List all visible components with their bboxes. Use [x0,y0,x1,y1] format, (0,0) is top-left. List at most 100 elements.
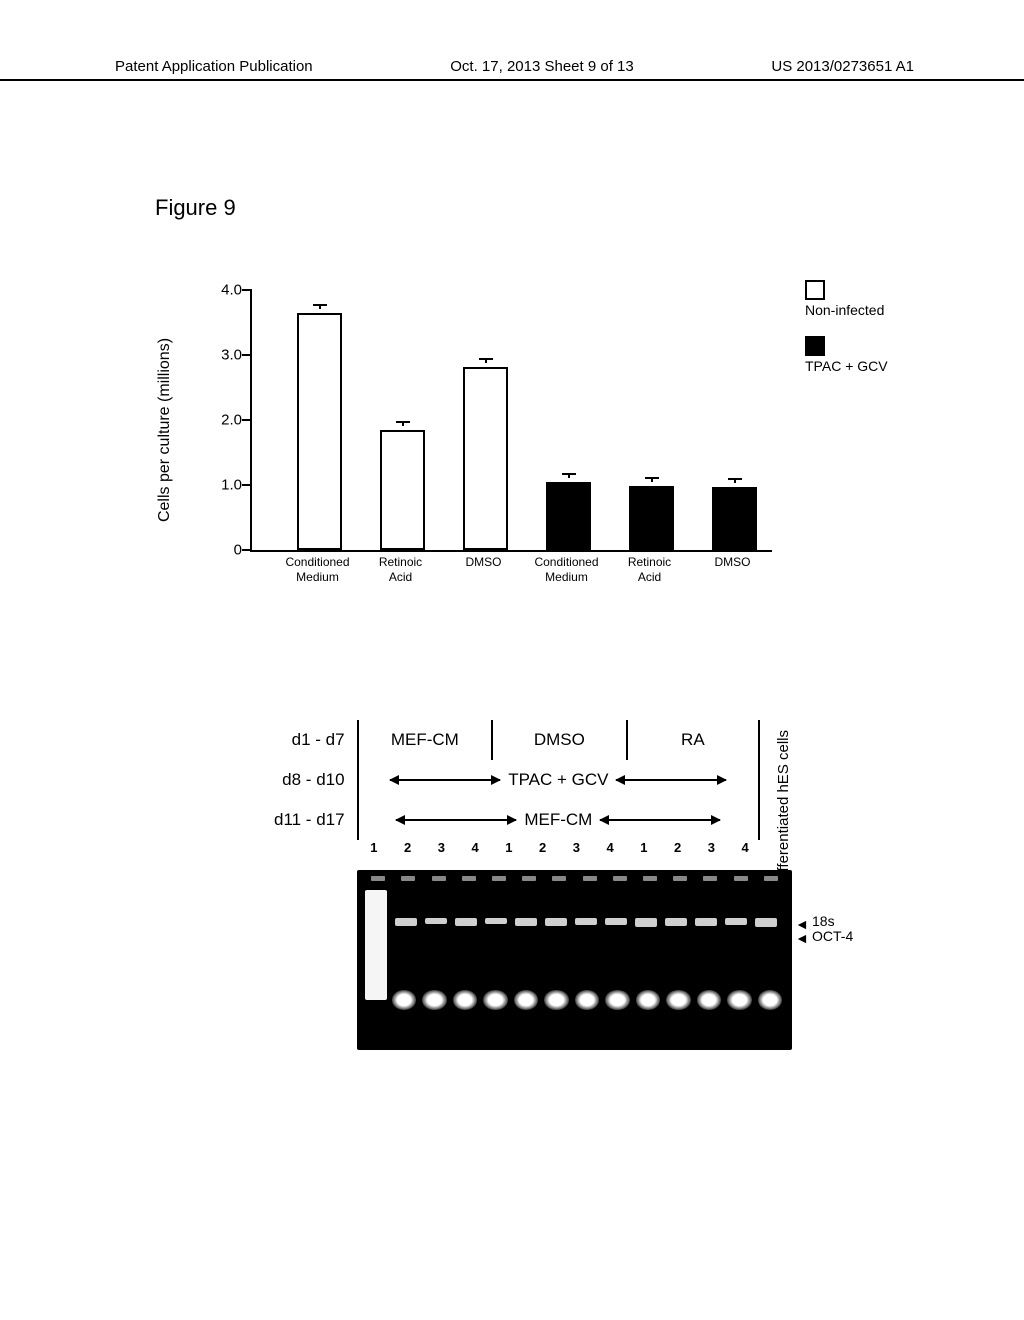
gel-band [485,918,507,924]
gel-band [395,918,417,926]
gel-band [725,918,747,925]
lane-number: 1 [357,840,391,864]
gel-well [552,876,566,881]
page-header: Patent Application Publication Oct. 17, … [0,58,1024,81]
legend-item-noninfected: Non-infected [805,280,888,318]
gel-blob [636,990,660,1010]
gel-blob [697,990,721,1010]
gel-blob [392,990,416,1010]
legend-label: Non-infected [805,302,884,318]
arrow-text: TPAC + GCV [508,770,608,790]
y-tick [242,484,252,486]
schedule-row-1: d1 - d7 MEF-CM DMSO RA [230,720,790,760]
y-tick [242,549,252,551]
y-tick [242,419,252,421]
cell-dmso: DMSO [491,720,626,760]
gel-band [635,918,657,927]
y-tick [242,289,252,291]
gel-well [583,876,597,881]
bar [297,313,342,550]
gel-well [401,876,415,881]
plot-area: 01.02.03.04.0 [250,290,772,552]
double-arrow-icon [390,779,500,781]
legend-label: TPAC + GCV [805,358,888,374]
gel-blob [483,990,507,1010]
error-bar [313,304,327,313]
legend-swatch-filled [805,336,825,356]
gel-image [357,870,792,1050]
gel-well [613,876,627,881]
gel-well [492,876,506,881]
error-bar [479,358,493,367]
y-axis-label: Cells per culture (millions) [156,338,174,522]
x-axis-label: ConditionedMedium [527,555,607,585]
x-axis-label: RetinoicAcid [610,555,690,585]
error-bar [728,478,742,487]
gel-well [522,876,536,881]
gel-band [515,918,537,926]
bar [712,487,757,550]
gel-blob [666,990,690,1010]
gel-band [665,918,687,926]
lane-number: 2 [526,840,560,864]
gel-ladder [365,890,387,1000]
gel-label-oct4: OCT-4 [812,928,853,944]
bar [380,430,425,550]
gel-wells [357,876,792,886]
x-axis-label: ConditionedMedium [278,555,358,585]
double-arrow-icon [396,819,516,821]
gel-well [764,876,778,881]
bar-chart: Cells per culture (millions) 01.02.03.04… [200,280,820,600]
y-tick [242,354,252,356]
cell-mefcm-arrow: MEF-CM [357,800,761,840]
gel-band [755,918,777,927]
gel-blob [727,990,751,1010]
gel-band [605,918,627,925]
gel-well [462,876,476,881]
y-tick-label: 0 [234,542,242,559]
cell-tpac-arrow: TPAC + GCV [357,760,761,800]
y-tick-label: 4.0 [221,282,242,299]
lane-number: 3 [695,840,729,864]
schedule-row-2: d8 - d10 TPAC + GCV [230,760,790,800]
gel-blob [605,990,629,1010]
lane-number: 2 [391,840,425,864]
gel-well [432,876,446,881]
gel-band [455,918,477,926]
header-center: Oct. 17, 2013 Sheet 9 of 13 [450,58,633,75]
gel-well [703,876,717,881]
arrow-left-icon: ◄ [795,930,809,946]
chart-legend: Non-infected TPAC + GCV [805,280,888,392]
lane-number: 1 [627,840,661,864]
gel-blob [514,990,538,1010]
cell-mefcm: MEF-CM [357,720,492,760]
gel-band [545,918,567,926]
lane-number: 3 [425,840,459,864]
header-left: Patent Application Publication [115,58,313,75]
error-bar [562,473,576,482]
x-axis-label: RetinoicAcid [361,555,441,585]
bar [546,482,591,550]
lane-number: 4 [593,840,627,864]
gel-well [643,876,657,881]
gel-well [734,876,748,881]
lane-number: 4 [728,840,762,864]
x-axis-label: DMSO [693,555,773,570]
error-bar [396,421,410,430]
lane-number: 2 [661,840,695,864]
figure-label: Figure 9 [155,195,236,221]
gel-blob [453,990,477,1010]
bar [629,486,674,550]
y-tick-label: 1.0 [221,477,242,494]
gel-blob [422,990,446,1010]
x-axis-label: DMSO [444,555,524,570]
gel-blob [758,990,782,1010]
legend-swatch-open [805,280,825,300]
gel-blob [544,990,568,1010]
header-right: US 2013/0273651 A1 [771,58,914,75]
cell-ra: RA [626,720,761,760]
gel-well [371,876,385,881]
schedule-row-3: d11 - d17 MEF-CM [230,800,790,840]
lane-number: 3 [560,840,594,864]
gel-band [425,918,447,924]
